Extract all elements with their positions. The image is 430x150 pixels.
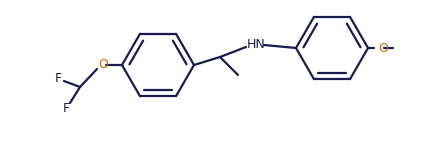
- Text: O: O: [98, 58, 108, 72]
- Text: F: F: [62, 102, 70, 116]
- Text: O: O: [378, 42, 388, 54]
- Text: HN: HN: [247, 39, 266, 51]
- Text: F: F: [55, 72, 61, 86]
